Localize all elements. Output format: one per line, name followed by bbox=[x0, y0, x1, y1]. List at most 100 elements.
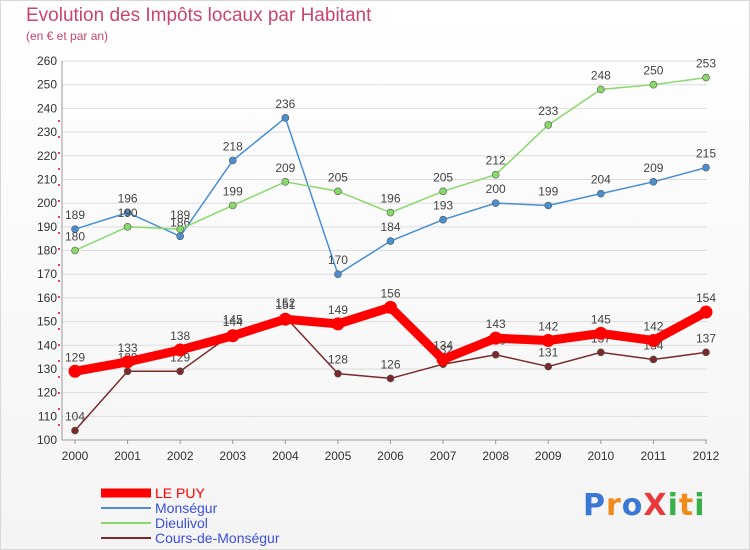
series-le-puy: 129 133 138 144 151 149 156 134 143 142 145 142 154 bbox=[65, 286, 716, 378]
data-point bbox=[228, 201, 237, 210]
data-point bbox=[71, 426, 79, 435]
data-label: 180 bbox=[65, 230, 85, 244]
data-point bbox=[281, 178, 290, 186]
data-label: 248 bbox=[591, 68, 611, 82]
data-label: 149 bbox=[328, 303, 348, 317]
data-label: 145 bbox=[591, 312, 611, 326]
data-label: 128 bbox=[328, 353, 348, 367]
y-tick-label: 250 bbox=[37, 78, 57, 92]
y-tick-label: 190 bbox=[37, 220, 57, 234]
data-label: 189 bbox=[170, 208, 190, 222]
chart-subtitle: (en € et par an) bbox=[26, 29, 109, 43]
data-label: 104 bbox=[65, 410, 85, 424]
y-tick-label: 200 bbox=[37, 196, 57, 210]
x-tick-label: 2006 bbox=[377, 449, 404, 463]
data-label: 215 bbox=[696, 147, 716, 161]
data-label: 144 bbox=[223, 315, 243, 329]
data-label: 212 bbox=[486, 154, 506, 168]
series-dieulivol: 180 190 189 199 209 205 196 205 212 233 248 250 253 bbox=[65, 57, 716, 255]
data-label: 209 bbox=[275, 161, 295, 175]
data-point bbox=[331, 317, 345, 331]
data-point bbox=[71, 246, 79, 255]
data-point bbox=[386, 237, 395, 245]
data-point bbox=[173, 343, 187, 357]
data-point bbox=[68, 364, 82, 378]
y-tick-label: 220 bbox=[37, 149, 57, 163]
data-point bbox=[491, 350, 500, 359]
data-label: 138 bbox=[170, 329, 190, 343]
logo-letter: i bbox=[667, 488, 679, 523]
y-tick-label: 180 bbox=[37, 244, 57, 258]
series-cours-de-mons-gur: 104129129145152128126132136131137134137 bbox=[65, 296, 716, 435]
data-point bbox=[334, 187, 342, 196]
data-label: 152 bbox=[275, 296, 295, 310]
data-point bbox=[597, 348, 605, 357]
data-label: 233 bbox=[538, 104, 558, 118]
data-label: 218 bbox=[223, 139, 243, 153]
data-label: 199 bbox=[538, 184, 558, 198]
x-tick-label: 2008 bbox=[482, 449, 509, 463]
x-tick-label: 2005 bbox=[325, 449, 352, 463]
data-point bbox=[439, 187, 447, 196]
data-label: 190 bbox=[118, 206, 138, 220]
x-tick-label: 2004 bbox=[272, 449, 299, 463]
data-label: 133 bbox=[118, 341, 138, 355]
data-label: 129 bbox=[65, 350, 85, 364]
data-label: 193 bbox=[433, 199, 453, 213]
data-point bbox=[176, 367, 184, 376]
data-label: 205 bbox=[433, 170, 453, 184]
data-point bbox=[123, 208, 132, 217]
data-point bbox=[594, 326, 608, 340]
data-label: 196 bbox=[118, 192, 138, 206]
data-label: 137 bbox=[696, 331, 716, 345]
data-point bbox=[544, 121, 553, 129]
data-point bbox=[597, 189, 605, 198]
data-point bbox=[699, 305, 713, 319]
logo-letter: r bbox=[606, 488, 622, 523]
data-point bbox=[226, 329, 240, 343]
data-label: 145 bbox=[223, 312, 243, 326]
y-tick-label: 230 bbox=[37, 125, 57, 139]
legend-label: LE PUY bbox=[155, 485, 205, 501]
data-point bbox=[123, 223, 132, 231]
y-tick-label: 150 bbox=[37, 315, 57, 329]
proxiti-logo: ProXiti bbox=[583, 488, 706, 523]
data-point bbox=[649, 80, 658, 89]
data-point bbox=[384, 300, 397, 314]
data-point bbox=[646, 334, 660, 348]
data-label: 205 bbox=[328, 170, 348, 184]
data-point bbox=[121, 355, 135, 369]
data-label: 196 bbox=[380, 192, 400, 206]
x-tick-label: 2003 bbox=[219, 449, 246, 463]
x-tick-label: 2012 bbox=[693, 449, 720, 463]
logo-letter: X bbox=[643, 488, 668, 523]
x-tick-label: 2001 bbox=[114, 449, 141, 463]
data-point bbox=[702, 348, 710, 357]
data-point bbox=[278, 312, 292, 326]
y-tick-label: 140 bbox=[37, 338, 57, 352]
logo-letter: t bbox=[678, 488, 695, 523]
data-label: 131 bbox=[538, 346, 558, 360]
data-point bbox=[544, 362, 553, 371]
x-tick-label: 2011 bbox=[641, 449, 667, 463]
data-label: 253 bbox=[696, 57, 716, 71]
chart-title: Evolution des Impôts locaux par Habitant bbox=[26, 5, 372, 26]
data-point bbox=[544, 201, 553, 210]
data-label: 170 bbox=[328, 253, 348, 267]
data-point bbox=[491, 199, 500, 207]
legend-label: Cours-de-Monségur bbox=[155, 530, 280, 546]
data-label: 204 bbox=[591, 173, 611, 187]
y-tick-label: 170 bbox=[37, 267, 57, 281]
legend-label: Dieulivol bbox=[155, 515, 208, 531]
data-label: 189 bbox=[65, 208, 85, 222]
y-tick-label: 260 bbox=[37, 54, 57, 68]
data-point bbox=[176, 225, 184, 233]
data-point bbox=[436, 352, 450, 366]
data-point bbox=[386, 374, 395, 383]
y-tick-label: 100 bbox=[37, 433, 57, 447]
y-tick-label: 130 bbox=[37, 362, 57, 376]
y-tick-label: 110 bbox=[38, 409, 57, 423]
